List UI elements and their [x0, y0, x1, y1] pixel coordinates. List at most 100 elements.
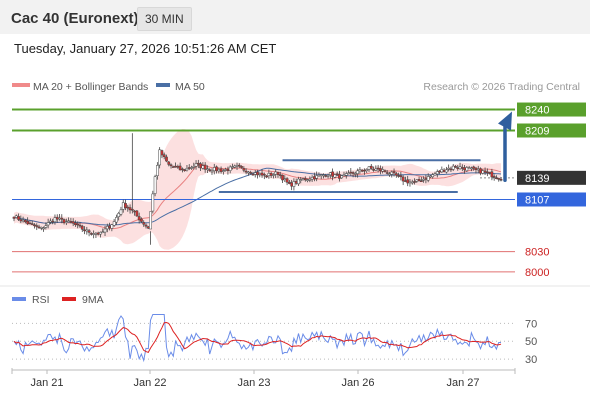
candle-body — [178, 165, 182, 171]
candle-body — [356, 170, 359, 174]
rsi-tick-label: 50 — [525, 336, 537, 348]
candle-body — [39, 227, 43, 229]
candle-body — [465, 167, 469, 172]
candle-body — [226, 168, 230, 171]
candle-body — [374, 168, 378, 171]
candle-body — [372, 169, 375, 171]
candle-body — [306, 179, 309, 181]
candle-body — [206, 168, 209, 170]
candle-body — [187, 167, 191, 169]
x-axis-layer: Jan 21 Jan 22 Jan 23 Jan 26 Jan 27 — [11, 368, 516, 389]
level-tag-8139 — [517, 170, 586, 185]
candle-body — [210, 170, 214, 173]
candle-body — [340, 175, 344, 179]
candle-body — [126, 206, 130, 209]
candle-body — [112, 221, 116, 226]
candle-body — [217, 169, 221, 172]
candle-body — [431, 174, 435, 178]
candle-body — [85, 229, 89, 232]
rsi-legend-swatch — [12, 297, 26, 301]
candle-body — [335, 173, 339, 175]
candle-body — [55, 217, 59, 220]
candle-body — [365, 169, 369, 171]
candle-body — [194, 163, 198, 167]
candle-body — [119, 209, 123, 215]
candle-body — [379, 168, 382, 171]
level-label-8000: 8000 — [525, 267, 549, 279]
candle-body — [474, 167, 478, 170]
candle-body — [281, 174, 284, 181]
candle-body — [256, 171, 259, 176]
candle-body — [308, 178, 312, 181]
bollinger-legend-swatch — [12, 83, 30, 87]
candle-body — [135, 210, 139, 217]
candle-body — [26, 221, 30, 225]
candle-body — [479, 168, 482, 174]
candle-body — [149, 211, 152, 230]
timeframe-button[interactable]: 30 MIN — [137, 7, 192, 31]
candle-body — [422, 178, 425, 181]
candle-body — [96, 232, 100, 235]
level-tag-8209 — [517, 123, 586, 138]
candle-body — [397, 175, 400, 177]
candle-body — [146, 226, 150, 229]
bollinger-legend-label: MA 20 + Bollinger Bands — [33, 81, 148, 93]
candle-body — [101, 231, 105, 233]
candle-body — [290, 182, 293, 187]
candle-body — [429, 175, 432, 178]
copyright-text: Research © 2026 Trading Central — [423, 81, 580, 93]
candle-body — [12, 216, 16, 219]
candle-body — [328, 172, 332, 176]
candle-body — [90, 233, 93, 235]
bollinger-band-area — [14, 129, 501, 250]
candle-body — [14, 215, 18, 218]
candle-body — [17, 216, 20, 220]
candle-body — [242, 168, 246, 171]
candle-body — [108, 225, 111, 228]
candle-body — [435, 171, 439, 175]
candle-body — [363, 169, 366, 172]
candle-body — [283, 178, 287, 180]
candle-body — [142, 222, 146, 225]
x-tick-label: Jan 22 — [133, 377, 166, 389]
candle-body — [144, 224, 148, 227]
candle-body — [199, 163, 202, 169]
candle-body — [385, 172, 389, 174]
candle-body — [140, 218, 143, 222]
candle-body — [390, 171, 394, 175]
candle-body — [342, 174, 346, 177]
candle-body — [67, 220, 70, 223]
candle-body — [228, 166, 232, 171]
candle-body — [481, 170, 485, 174]
level-label-8240: 8240 — [525, 105, 549, 117]
rsi-legend-label: RSI — [32, 294, 50, 306]
candle-body — [69, 221, 73, 223]
candle-body — [322, 174, 325, 177]
candle-body — [233, 165, 237, 168]
candle-body — [438, 170, 441, 173]
candle-body — [28, 222, 32, 225]
candle-body — [442, 169, 446, 172]
candle-body — [244, 170, 248, 173]
candle-body — [58, 217, 61, 220]
candle-body — [285, 178, 289, 183]
candle-body — [445, 169, 448, 173]
candle-body — [424, 178, 428, 180]
rsi-ma-line — [13, 321, 502, 354]
candle-body — [42, 227, 45, 230]
instrument-title: Cac 40 (Euronext) — [11, 10, 139, 27]
candle-body — [196, 162, 200, 165]
candle-body — [315, 175, 319, 179]
candle-body — [151, 193, 155, 212]
candle-body — [269, 173, 273, 176]
candle-body — [299, 179, 303, 181]
level-lines-layer — [12, 108, 515, 273]
candle-body — [153, 176, 157, 194]
candle-body — [449, 168, 453, 171]
candle-body — [401, 176, 405, 182]
candle-body — [51, 220, 55, 223]
candle-body — [476, 168, 480, 171]
candle-body — [358, 169, 362, 172]
candle-body — [265, 175, 268, 178]
